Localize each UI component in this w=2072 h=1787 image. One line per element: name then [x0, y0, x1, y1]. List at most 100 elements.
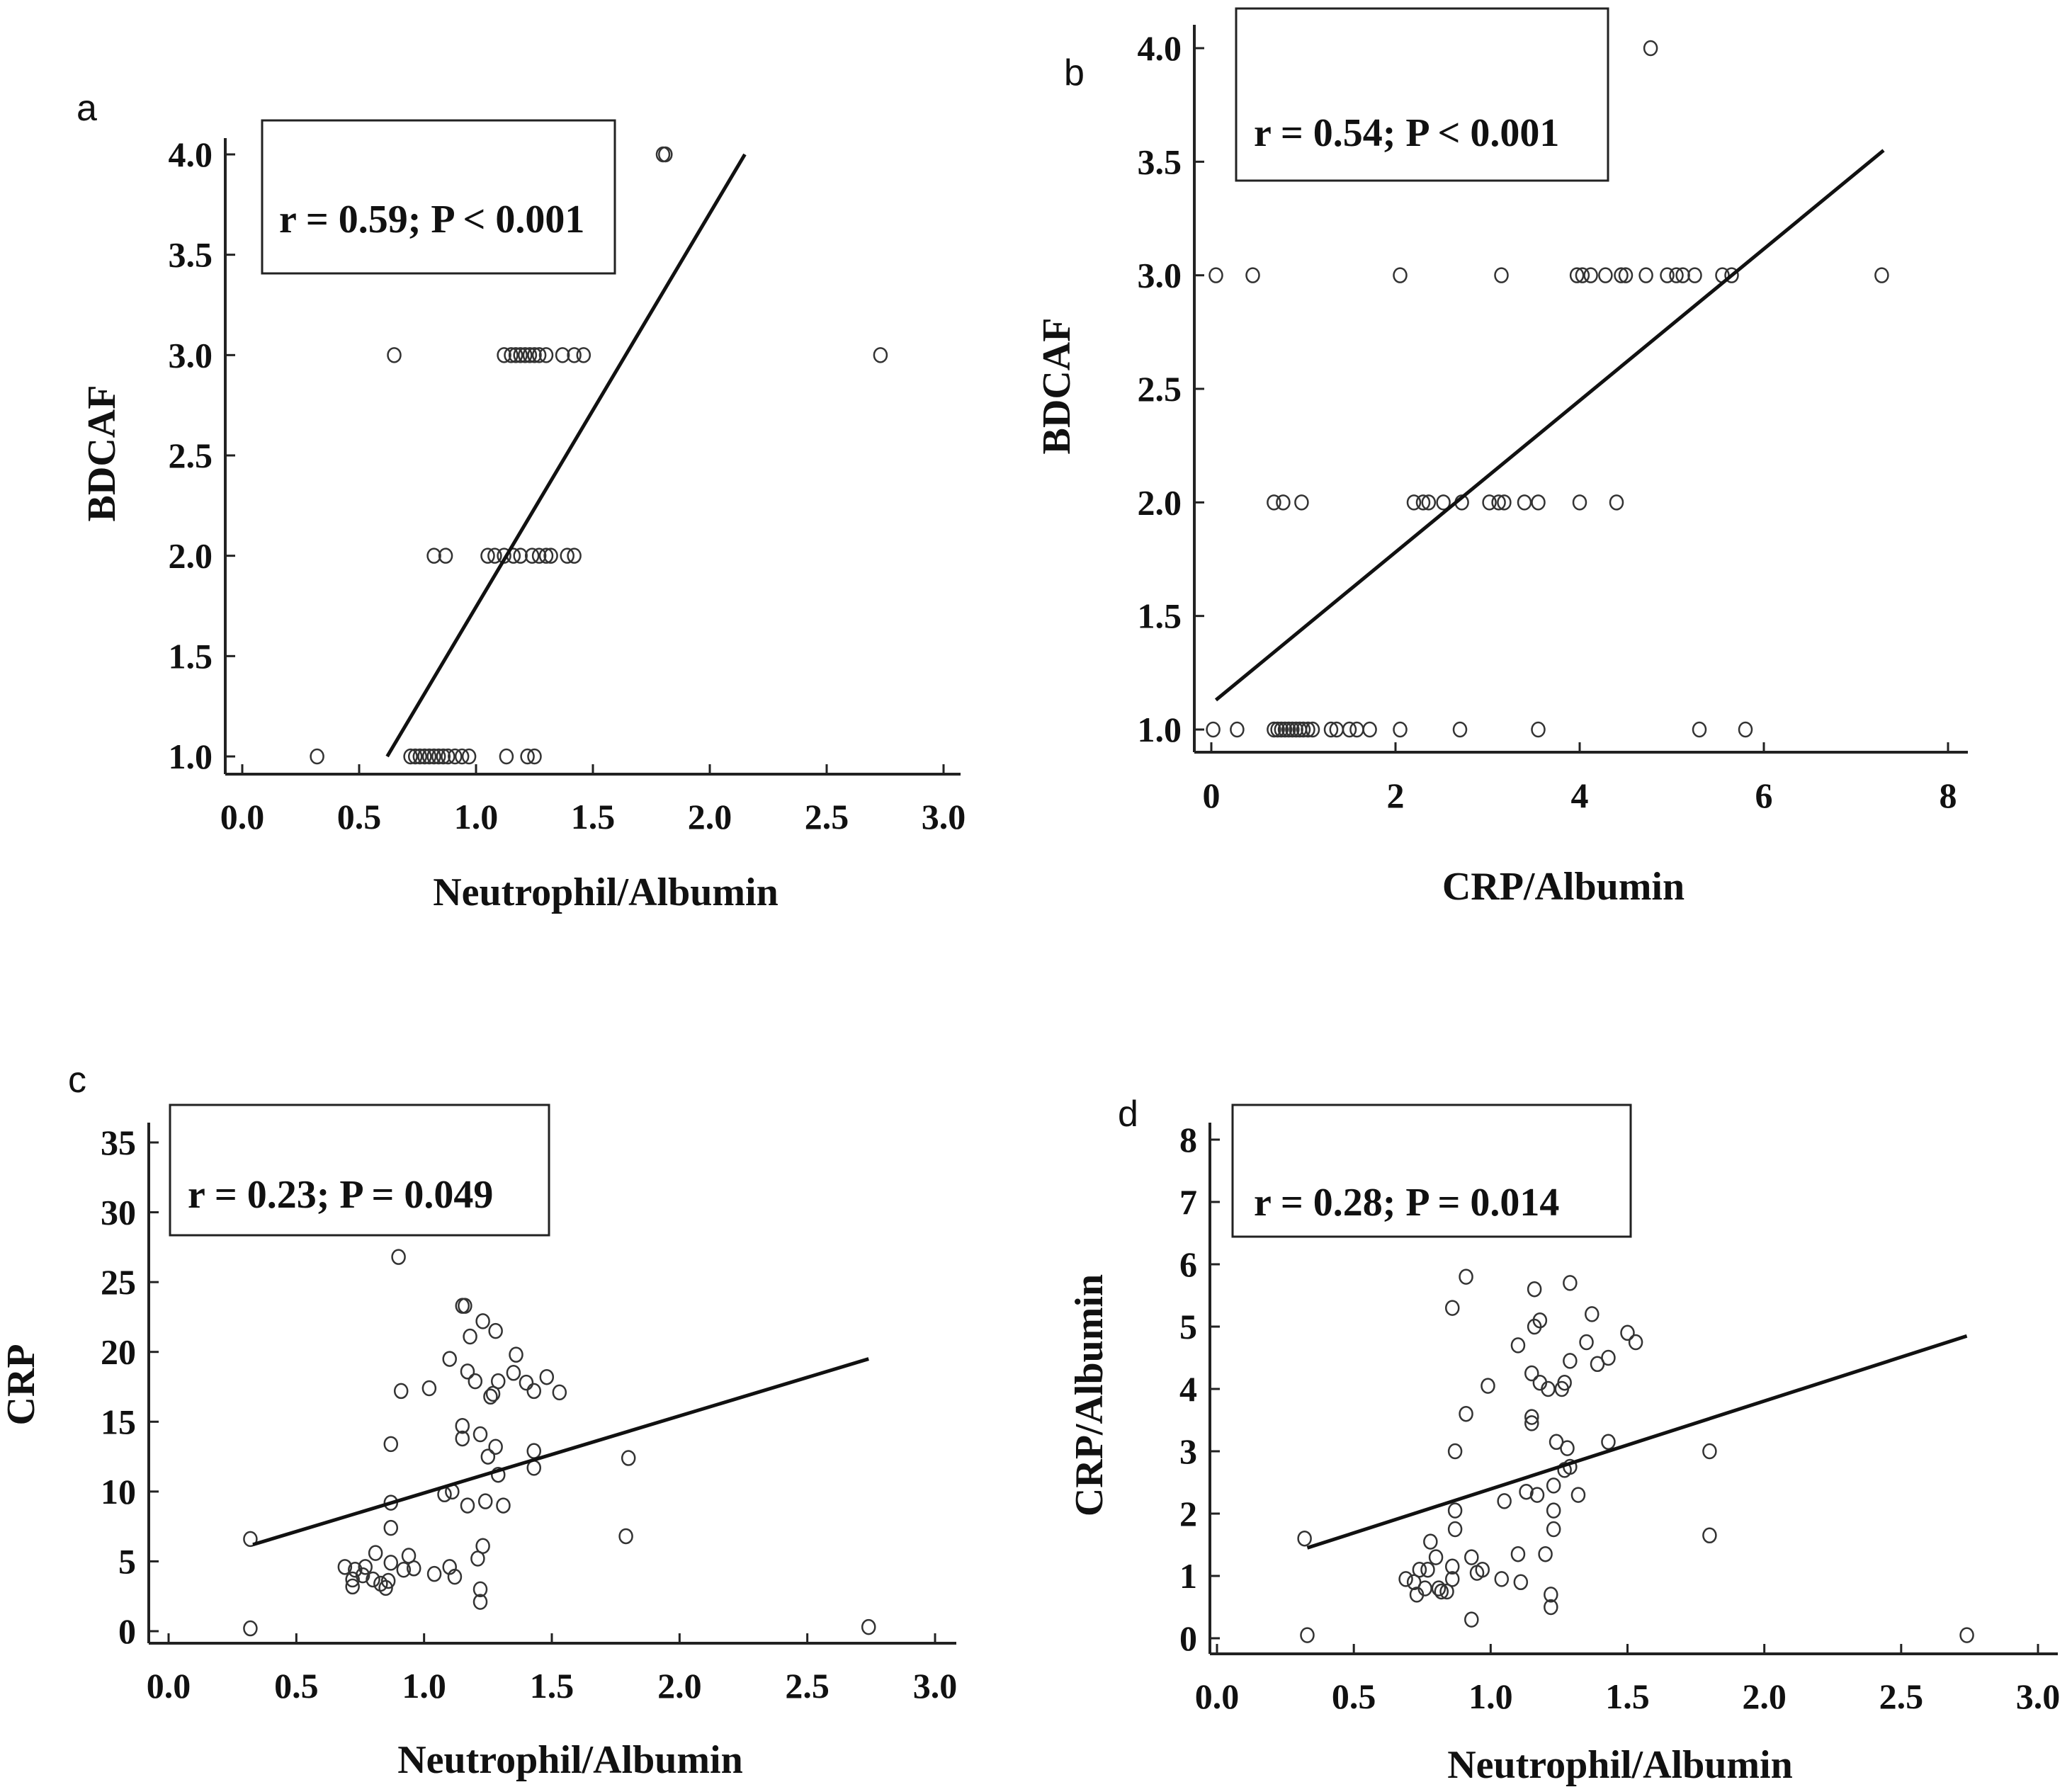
data-point: [497, 347, 511, 363]
data-point: [538, 347, 554, 363]
data-point: [1538, 1545, 1553, 1562]
data-point: [1560, 1440, 1575, 1456]
data-point: [1494, 267, 1509, 283]
data-point: [1270, 721, 1285, 738]
data-point: [1276, 494, 1291, 511]
x-tick-label: 2.0: [657, 1666, 702, 1706]
data-point: [378, 1579, 393, 1596]
data-point: [1638, 267, 1653, 283]
data-point: [406, 1560, 421, 1577]
x-tick-label: 1.0: [1468, 1677, 1513, 1716]
data-point: [1531, 721, 1546, 738]
data-point: [524, 548, 540, 564]
data-point: [472, 1594, 488, 1610]
data-point: [1724, 267, 1739, 283]
x-tick-label: 2.5: [785, 1666, 830, 1706]
data-point: [1245, 267, 1260, 283]
data-point: [491, 1466, 506, 1483]
data-point: [499, 748, 514, 765]
data-point: [1563, 1275, 1578, 1291]
x-tick-label: 1.0: [454, 797, 499, 836]
data-point: [1428, 1549, 1444, 1565]
stat-annotation: r = 0.28; P = 0.014: [1254, 1181, 1559, 1225]
data-point: [380, 1572, 396, 1589]
data-point: [1529, 1487, 1545, 1503]
stat-annotation: r = 0.54; P < 0.001: [1254, 111, 1559, 155]
data-point: [1267, 721, 1281, 738]
data-point: [1669, 267, 1684, 283]
data-point: [1544, 1599, 1558, 1616]
data-point: [485, 1385, 501, 1402]
panel-label: d: [1118, 1094, 1138, 1135]
data-point: [504, 347, 519, 363]
data-point: [1554, 1380, 1570, 1397]
data-point: [475, 1313, 490, 1329]
data-point: [391, 1249, 406, 1265]
data-point: [1524, 1415, 1539, 1431]
y-tick-label: 1: [1179, 1556, 1197, 1596]
data-point: [1436, 494, 1451, 511]
chart-panel-d: d 0.0 0.5 1.0 1.5 2.0 2.5 3.0 0 1 2 3 4 5 6 7 8 Neutrophi…: [1068, 1094, 2060, 1787]
data-point: [513, 347, 528, 363]
data-point: [1464, 1549, 1479, 1565]
data-point: [1575, 267, 1590, 283]
data-point: [1541, 1380, 1556, 1397]
data-point: [1423, 1533, 1438, 1550]
data-point: [1524, 1365, 1539, 1382]
data-point: [421, 1380, 437, 1397]
data-point: [506, 1365, 521, 1381]
data-point: [1527, 1281, 1542, 1298]
data-point: [441, 748, 455, 765]
stat-annotation-box: [1231, 1104, 1632, 1238]
data-point: [1277, 721, 1293, 738]
data-point: [543, 548, 558, 564]
data-point: [1510, 1337, 1526, 1354]
data-point: [454, 748, 470, 765]
data-point: [526, 1383, 542, 1400]
data-point: [1531, 494, 1546, 511]
data-point: [345, 1578, 360, 1595]
data-point: [460, 1363, 475, 1380]
data-point: [1342, 721, 1357, 738]
data-point: [383, 1555, 399, 1571]
chart-panel-c: c 0.0 0.5 1.0 1.5 2.0 2.5 3.0 0 5 10 15 20 25 30 35 Neut…: [0, 1060, 957, 1782]
data-point: [1590, 1356, 1605, 1373]
data-point: [1517, 494, 1532, 511]
data-point: [480, 548, 495, 564]
data-point: [403, 748, 418, 765]
data-point: [310, 748, 324, 765]
data-point: [1510, 1545, 1526, 1562]
data-point: [442, 1351, 457, 1367]
y-tick-label: 4: [1179, 1369, 1197, 1409]
data-point: [483, 1388, 498, 1405]
data-point: [1421, 494, 1437, 511]
data-point: [1959, 1627, 1974, 1643]
data-point: [1406, 1574, 1422, 1591]
data-point: [1208, 267, 1223, 283]
y-axis-title: BDCAF: [1035, 318, 1079, 455]
y-axis-title: CRP/Albumin: [1068, 1274, 1111, 1516]
stat-annotation-box: [261, 119, 616, 275]
data-point: [1583, 267, 1598, 283]
y-tick-label: 3.5: [169, 235, 213, 275]
data-point: [407, 748, 423, 765]
data-point: [520, 748, 535, 765]
data-point: [480, 1448, 496, 1465]
data-point: [518, 347, 533, 363]
y-tick-label: 2.0: [1138, 482, 1182, 522]
data-point: [1447, 1443, 1463, 1460]
x-tick-label: 4: [1571, 776, 1589, 815]
data-point: [1660, 267, 1675, 283]
data-point: [1570, 1487, 1586, 1503]
data-point: [1585, 1306, 1600, 1322]
data-point: [487, 548, 502, 564]
regression-line: [385, 153, 747, 758]
data-point: [396, 1562, 412, 1578]
y-tick-label: 35: [101, 1123, 136, 1162]
x-tick-label: 2.0: [688, 797, 732, 836]
data-point: [412, 748, 428, 765]
data-point: [1546, 1477, 1561, 1494]
x-tick-label: 0.0: [147, 1666, 191, 1706]
data-point: [426, 1565, 442, 1582]
data-point: [1614, 267, 1629, 283]
